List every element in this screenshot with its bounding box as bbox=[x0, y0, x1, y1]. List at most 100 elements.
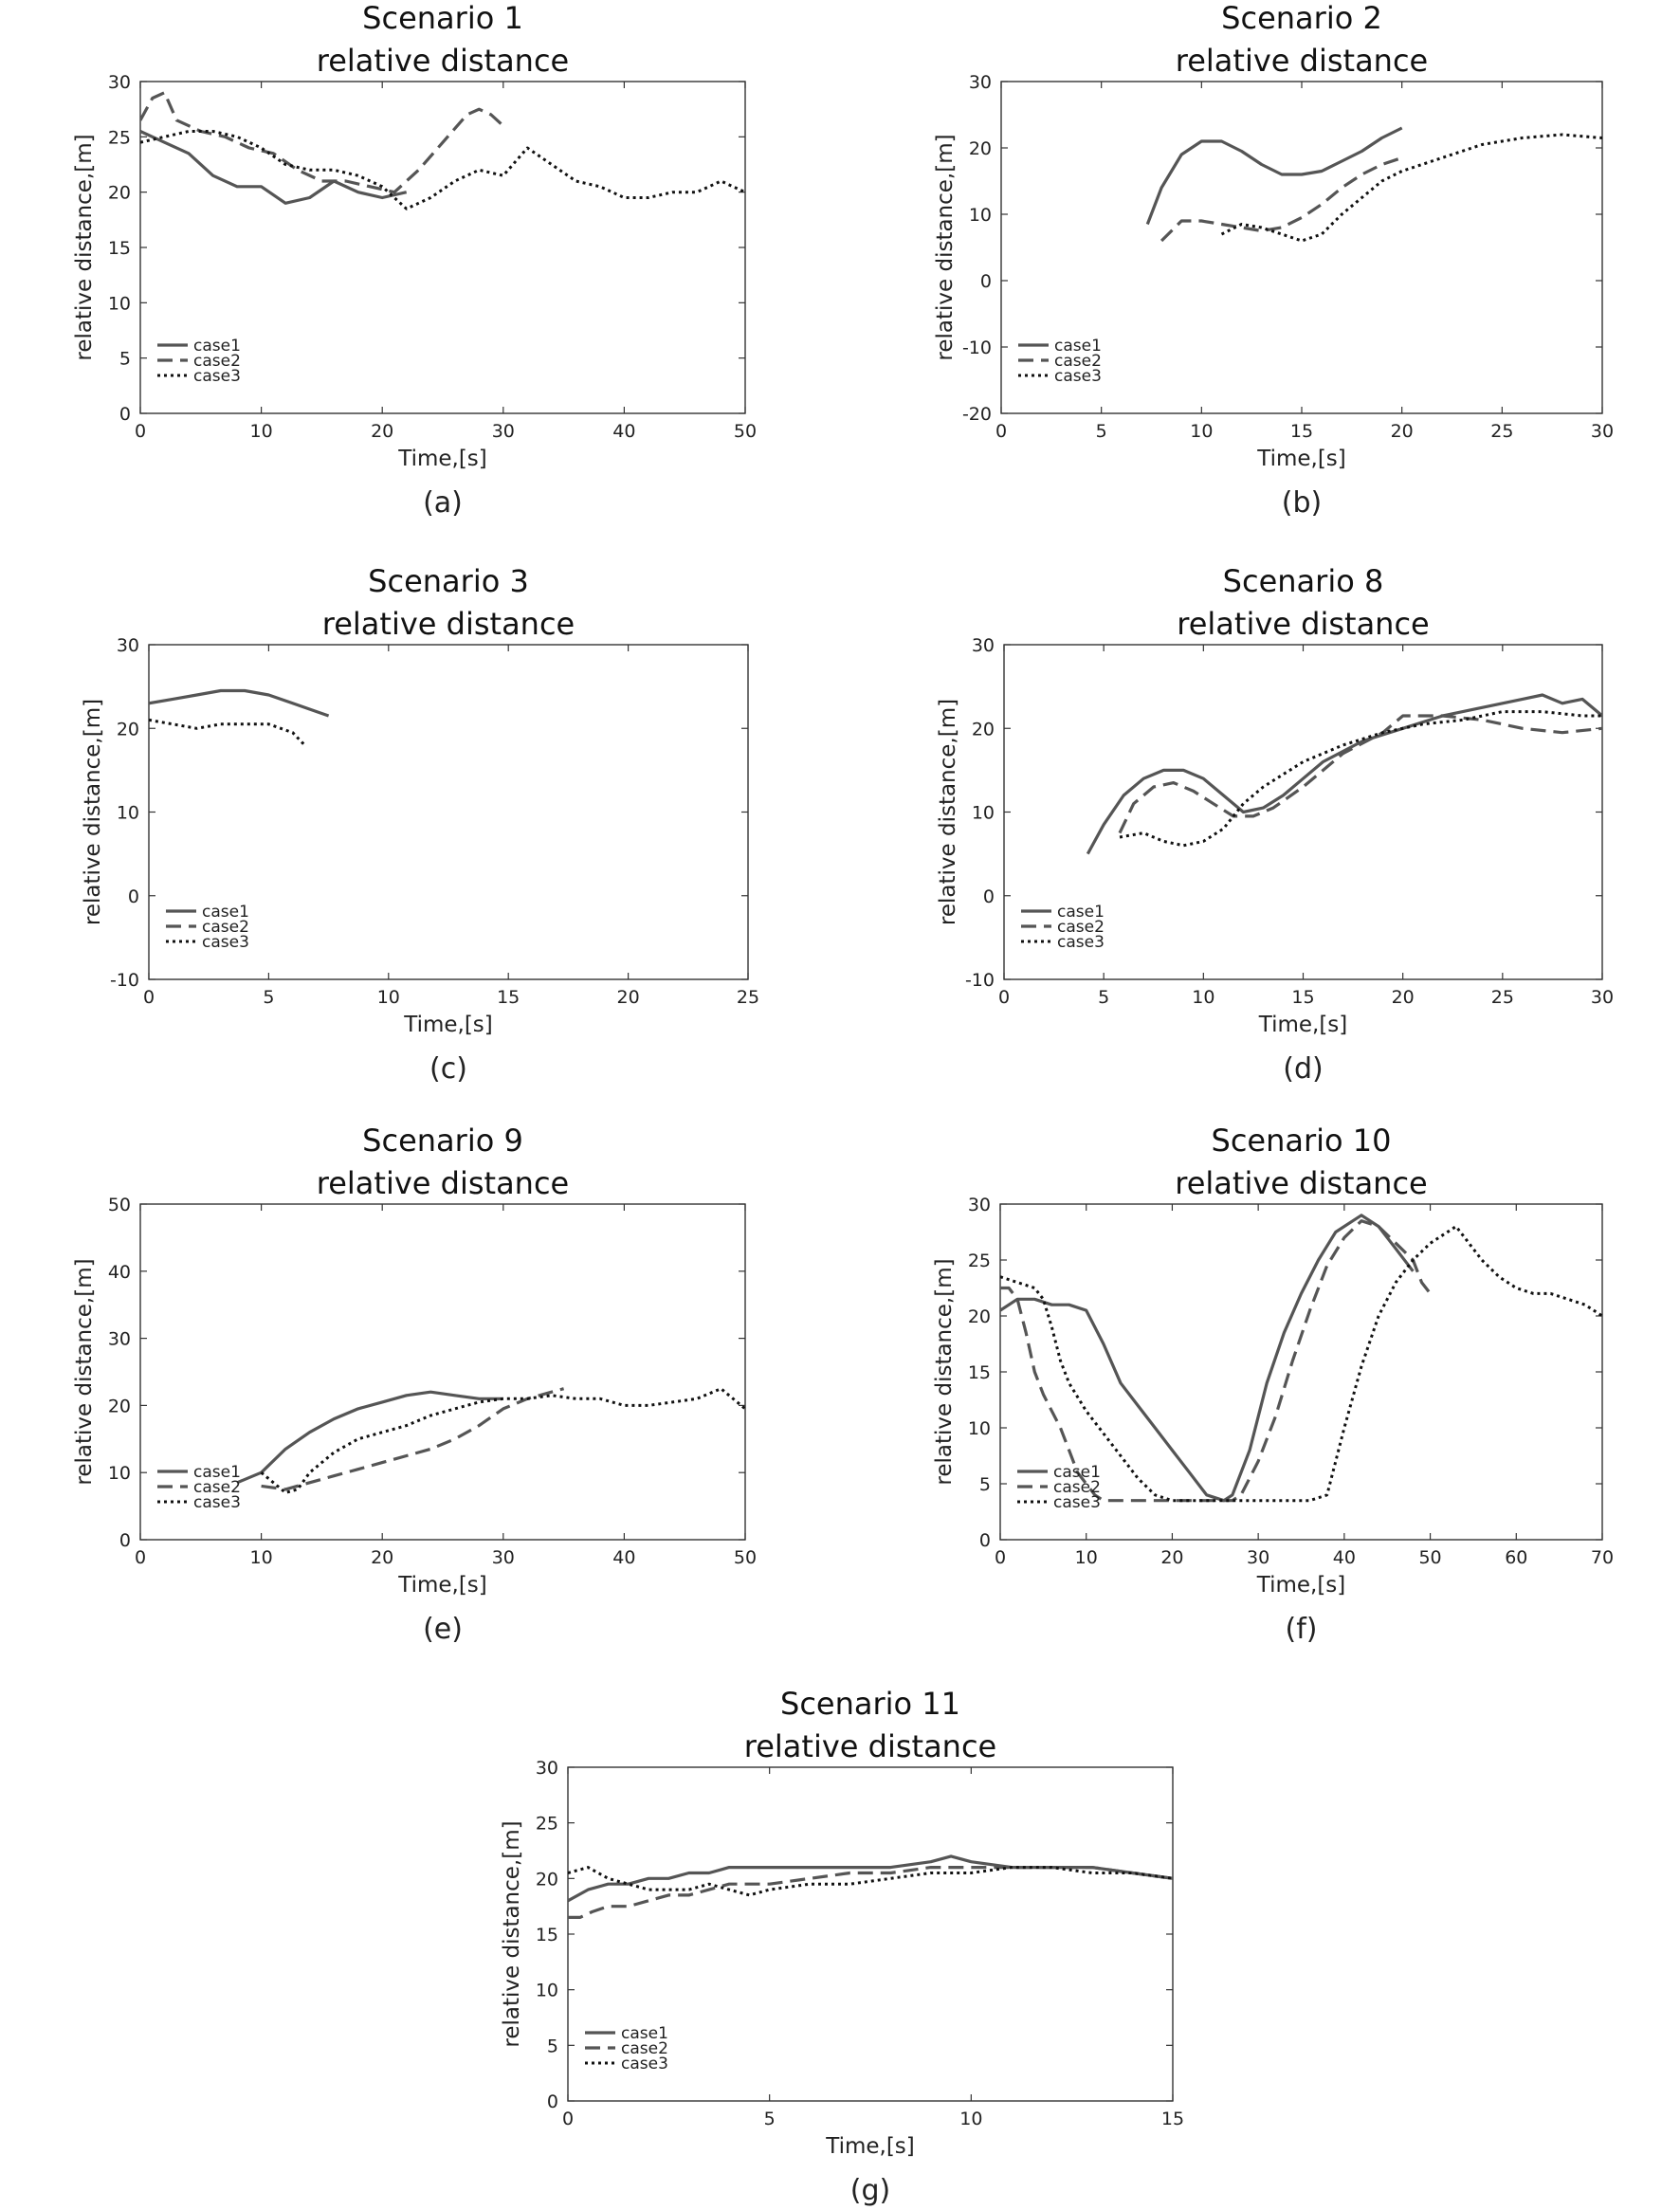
y-tick-label: 0 bbox=[547, 2091, 558, 2112]
chart-title-line: relative distance bbox=[317, 1165, 569, 1201]
x-tick-label: 30 bbox=[1591, 421, 1614, 442]
y-tick-label: 20 bbox=[968, 1306, 991, 1327]
legend-label-case3: case3 bbox=[193, 367, 241, 386]
chart-panel-d: Scenario 8 relative distance 0 5 10 15 20 25 30 -… bbox=[936, 563, 1614, 1086]
x-tick-label: 60 bbox=[1505, 1547, 1527, 1568]
x-tick-label: 15 bbox=[497, 987, 520, 1008]
y-tick-label: 0 bbox=[980, 271, 992, 292]
x-tick-label: 0 bbox=[995, 421, 1007, 442]
y-tick-label: 0 bbox=[119, 1530, 131, 1551]
x-tick-label: 20 bbox=[371, 421, 393, 442]
x-tick-label: 50 bbox=[734, 421, 757, 442]
x-tick-label: 50 bbox=[734, 1547, 757, 1568]
x-axis-label: Time,[s] bbox=[1258, 1013, 1348, 1037]
panel-caption: (e) bbox=[423, 1613, 463, 1646]
chart-title-line: Scenario 9 bbox=[362, 1123, 523, 1159]
plot-area bbox=[1003, 644, 1603, 980]
legend-label-case2: case2 bbox=[1057, 918, 1105, 937]
y-tick-label: 20 bbox=[117, 719, 139, 740]
series-line-case3 bbox=[1000, 1225, 1602, 1503]
y-tick-label: 40 bbox=[108, 1262, 131, 1283]
x-tick-label: 10 bbox=[377, 987, 400, 1008]
y-axis-label: relative distance,[m] bbox=[72, 134, 97, 360]
y-tick-label: 10 bbox=[117, 803, 139, 824]
plot-area bbox=[999, 1203, 1603, 1541]
legend-label-case2: case2 bbox=[202, 918, 249, 937]
x-tick-label: 10 bbox=[1075, 1547, 1098, 1568]
x-axis-label: Time,[s] bbox=[397, 447, 487, 471]
legend-label-case2: case2 bbox=[1053, 1478, 1101, 1497]
x-tick-label: 20 bbox=[1391, 421, 1414, 442]
x-tick-label: 20 bbox=[371, 1547, 393, 1568]
y-tick-label: 0 bbox=[119, 404, 131, 425]
y-tick-label: 30 bbox=[108, 72, 131, 93]
y-tick-label: 30 bbox=[968, 1195, 991, 1215]
chart-panel-c: Scenario 3 relative distance 0 5 10 15 20 25 -10… bbox=[81, 563, 759, 1086]
x-tick-label: 40 bbox=[612, 421, 635, 442]
y-tick-label: 30 bbox=[969, 72, 992, 93]
chart-title-line: relative distance bbox=[322, 606, 575, 642]
x-tick-label: 0 bbox=[562, 2109, 574, 2129]
chart-title-line: Scenario 8 bbox=[1223, 563, 1384, 599]
y-tick-label: 20 bbox=[108, 183, 131, 204]
plot-area bbox=[139, 81, 746, 414]
y-tick-label: 20 bbox=[108, 1396, 131, 1416]
chart-title-line: relative distance bbox=[1176, 43, 1428, 79]
legend-label-case3: case3 bbox=[202, 933, 249, 952]
series-line-case2 bbox=[140, 91, 504, 194]
x-tick-label: 5 bbox=[764, 2109, 776, 2129]
y-tick-label: 30 bbox=[536, 1758, 558, 1779]
series-line-case2 bbox=[1160, 155, 1403, 243]
chart-panel-a: Scenario 1 relative distance 0 10 20 30 40 50 0 5… bbox=[72, 0, 757, 520]
y-tick-label: 15 bbox=[968, 1362, 991, 1383]
y-tick-label: 0 bbox=[979, 1530, 991, 1551]
plot-area bbox=[567, 1766, 1174, 2102]
x-tick-label: 10 bbox=[1192, 987, 1214, 1008]
y-tick-label: -10 bbox=[962, 338, 992, 358]
x-tick-label: 40 bbox=[1333, 1547, 1356, 1568]
panel-caption: (c) bbox=[429, 1052, 467, 1086]
series-line-case2 bbox=[568, 1866, 1173, 1919]
legend-label-case1: case1 bbox=[202, 903, 249, 922]
legend-label-case3: case3 bbox=[193, 1493, 241, 1512]
y-tick-label: 25 bbox=[108, 127, 131, 148]
x-tick-label: 10 bbox=[1190, 421, 1213, 442]
x-tick-label: 0 bbox=[998, 987, 1010, 1008]
x-tick-label: 20 bbox=[1160, 1547, 1183, 1568]
y-tick-label: 50 bbox=[108, 1195, 131, 1215]
x-tick-label: 10 bbox=[959, 2109, 982, 2129]
y-tick-label: 10 bbox=[536, 1981, 558, 2001]
panel-caption: (f) bbox=[1286, 1613, 1318, 1646]
panel-caption: (g) bbox=[850, 2174, 890, 2207]
y-axis-label: relative distance,[m] bbox=[72, 1258, 97, 1485]
x-tick-label: 40 bbox=[612, 1547, 635, 1568]
series-line-case1 bbox=[236, 1390, 503, 1485]
x-tick-label: 30 bbox=[492, 1547, 515, 1568]
x-tick-label: 30 bbox=[1247, 1547, 1269, 1568]
x-axis-label: Time,[s] bbox=[403, 1013, 493, 1037]
x-tick-label: 30 bbox=[492, 421, 515, 442]
series-line-case1 bbox=[1086, 693, 1602, 855]
x-tick-label: 0 bbox=[135, 1547, 146, 1568]
y-tick-label: 15 bbox=[536, 1925, 558, 1945]
chart-panel-e: Scenario 9 relative distance 0 10 20 30 40 50 0 1… bbox=[72, 1123, 757, 1646]
y-tick-label: 30 bbox=[117, 635, 139, 656]
legend-label-case1: case1 bbox=[1053, 1463, 1101, 1482]
y-axis-label: relative distance,[m] bbox=[932, 1258, 957, 1485]
x-tick-label: 0 bbox=[135, 421, 146, 442]
chart-title-line: Scenario 10 bbox=[1212, 1123, 1392, 1159]
legend-label-case1: case1 bbox=[193, 1463, 241, 1482]
y-tick-label: 25 bbox=[968, 1251, 991, 1271]
x-tick-label: 25 bbox=[1490, 421, 1513, 442]
legend-label-case3: case3 bbox=[621, 2055, 668, 2073]
legend-label-case3: case3 bbox=[1053, 1493, 1101, 1512]
legend-label-case1: case1 bbox=[621, 2024, 668, 2043]
chart-title-line: Scenario 3 bbox=[368, 563, 529, 599]
y-tick-label: 10 bbox=[108, 1463, 131, 1484]
y-tick-label: 20 bbox=[536, 1869, 558, 1890]
series-line-case1 bbox=[1145, 126, 1403, 226]
y-tick-label: 5 bbox=[547, 2036, 558, 2056]
x-tick-label: 15 bbox=[1161, 2109, 1184, 2129]
y-tick-label: 20 bbox=[972, 719, 995, 740]
